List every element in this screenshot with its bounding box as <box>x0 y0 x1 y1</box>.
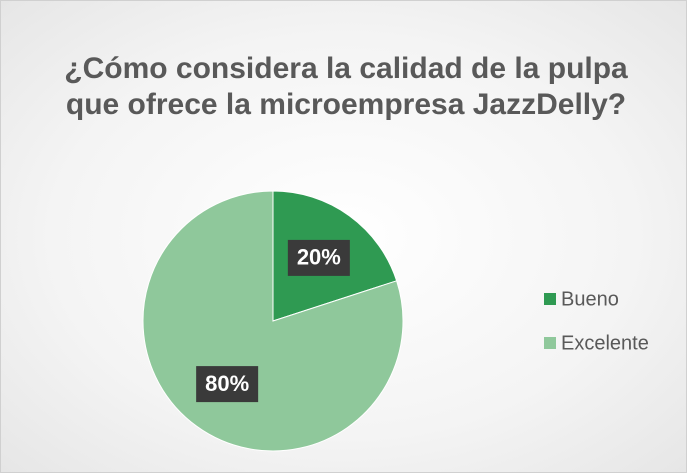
data-label-box <box>287 239 350 276</box>
chart-title: ¿Cómo considera la calidad de la pulpa q… <box>64 52 628 121</box>
legend-label: Excelente <box>561 332 649 354</box>
legend-label: Bueno <box>561 288 619 310</box>
legend-swatch <box>544 337 556 349</box>
data-label: 20% <box>297 245 341 270</box>
data-label-box <box>196 366 259 403</box>
data-label: 80% <box>205 371 249 396</box>
legend-swatch <box>544 293 556 305</box>
